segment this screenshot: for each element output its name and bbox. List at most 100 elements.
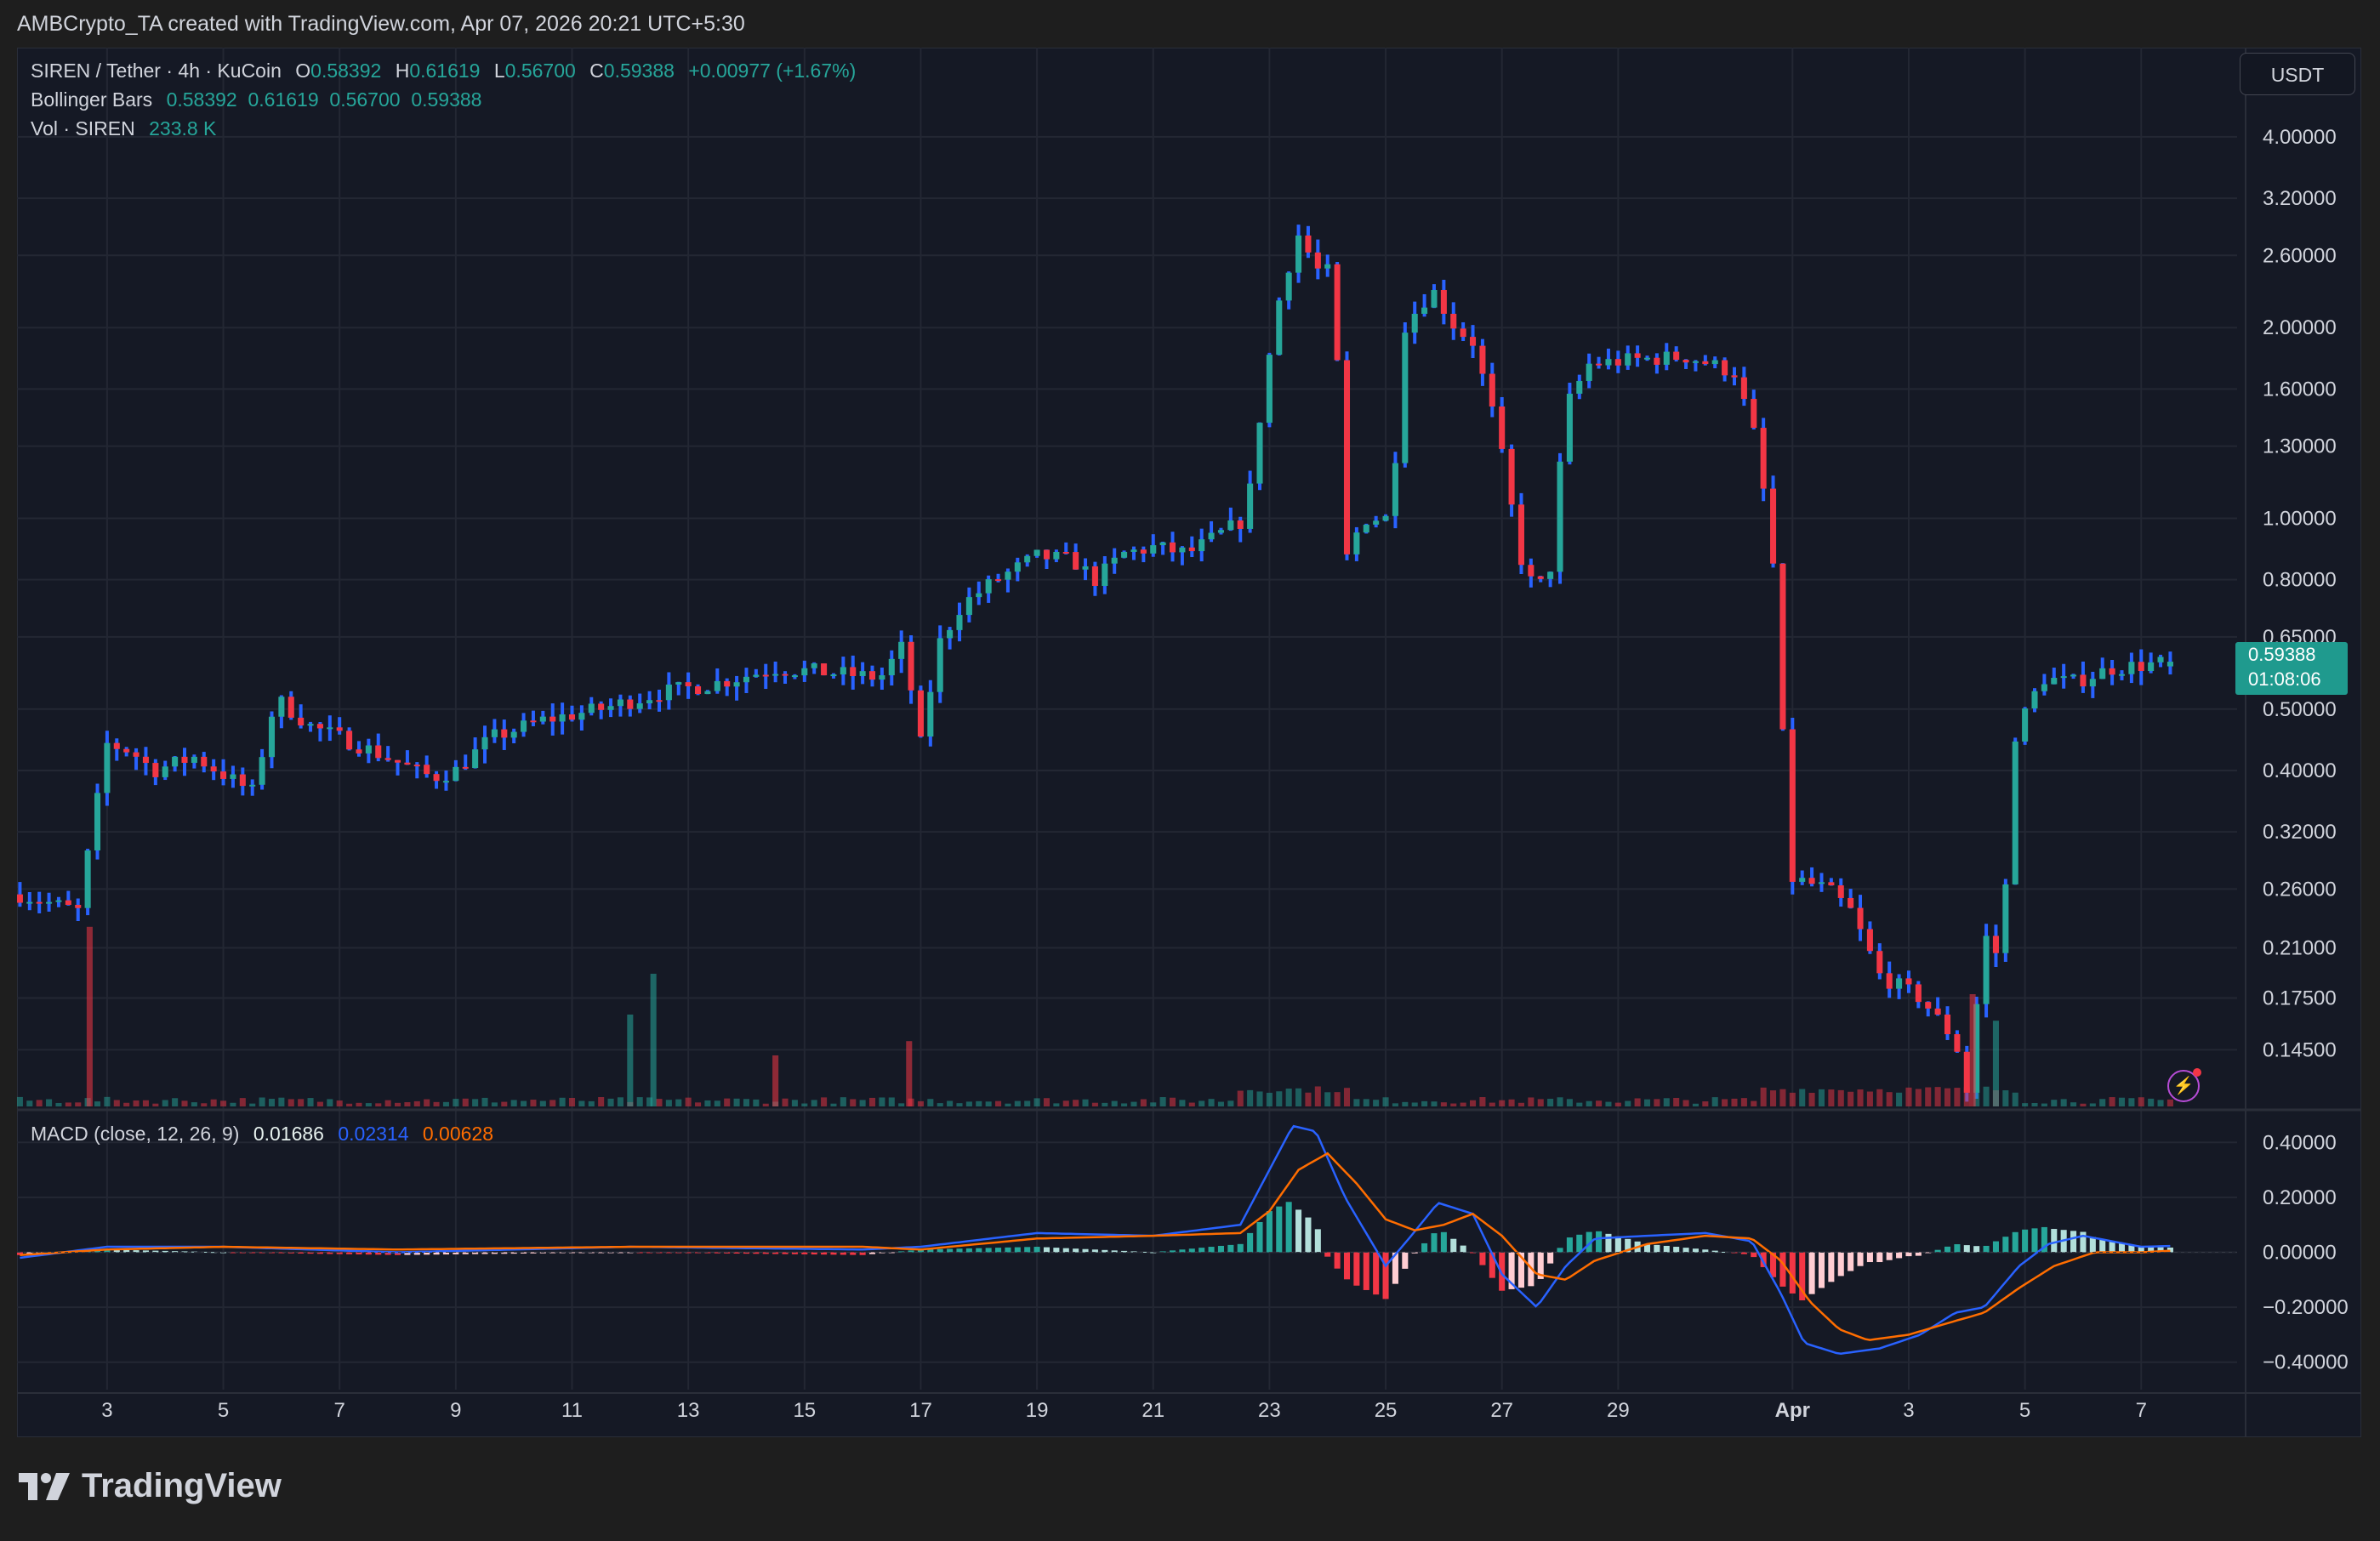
candle-body [1150,545,1157,554]
candle-body [501,729,508,738]
volume-bar [1702,1101,1709,1106]
volume-bar [46,1099,53,1106]
macd-histogram-bar [424,1252,430,1255]
volume-bar [1886,1092,1893,1106]
macd-histogram-bar [1024,1247,1031,1253]
candle-body [733,682,740,687]
volume-bar [1208,1099,1215,1106]
volume-bar [2051,1100,2058,1106]
candle-body [1440,289,1447,314]
volume-bar [375,1103,382,1106]
volume-bar [26,1100,33,1106]
volume-bar [539,1100,546,1106]
volume-bar [704,1100,711,1106]
volume-bar [965,1101,972,1106]
volume-bar [1828,1089,1835,1106]
macd-histogram-bar [1711,1250,1718,1253]
alert-bolt-icon[interactable]: ⚡ [2167,1068,2201,1102]
candle-body [1266,355,1273,424]
macd-histogram-bar [1992,1241,1999,1253]
volume-bar [65,1102,71,1106]
ohlc-change: +0.00977 (+1.67%) [688,60,857,82]
candle-body [850,667,857,676]
macd-histogram-bar [549,1252,556,1254]
volume-bar [2118,1097,2126,1106]
macd-histogram-bar [1654,1244,1660,1253]
volume-bar [1586,1100,1592,1106]
bollinger-values: 0.58392 0.61619 0.56700 0.59388 [166,88,482,111]
volume-bar [598,1097,605,1106]
candle-body [375,745,382,759]
volume-bar [249,1103,256,1106]
macd-histogram-bar [879,1252,885,1254]
macd-histogram-bar [917,1249,924,1253]
macd-histogram-bar [278,1252,285,1254]
macd-histogram-bar [1188,1248,1195,1253]
volume-bar [86,926,93,1106]
volume-bar [1431,1101,1438,1106]
candle-body [1062,551,1069,554]
macd-histogram-bar [1179,1249,1186,1253]
volume-bar [1450,1103,1457,1106]
macd-histogram-bar [2089,1237,2096,1253]
currency-button[interactable]: USDT [2240,53,2355,95]
price-axis-label: 0.32000 [2263,821,2337,844]
macd-histogram-bar [840,1252,846,1255]
volume-legend[interactable]: Vol · SIREN 233.8 K [31,117,225,140]
volume-bar [995,1100,1002,1106]
macd-histogram-bar [172,1251,179,1253]
candle-body [1324,264,1331,269]
candle-body [868,671,876,680]
price-axis-label: 0.21000 [2263,936,2337,959]
candle-body [1683,360,1689,363]
candle-body [801,668,808,676]
candle-body [2051,678,2058,685]
volume-bar [2089,1103,2096,1106]
volume-bar [17,1096,23,1106]
candle-body [1392,463,1398,516]
volume-bar [859,1100,866,1106]
candle-body [1470,337,1477,346]
volume-bar [404,1102,411,1106]
macd-legend[interactable]: MACD (close, 12, 26, 9) 0.01686 0.02314 … [31,1123,502,1146]
macd-histogram-bar [1508,1252,1515,1289]
time-axis-label: 25 [1375,1399,1398,1422]
candle-body [462,766,469,769]
volume-bar [1324,1092,1331,1106]
macd-histogram-bar [123,1249,130,1253]
volume-bar [2128,1098,2135,1106]
macd-hist-value: 0.01686 [253,1123,324,1145]
candle-body [230,774,236,779]
volume-bar [1014,1100,1021,1106]
symbol-title[interactable]: SIREN / Tether · 4h · KuCoin [31,60,282,82]
volume-bar [1121,1103,1128,1106]
macd-histogram-bar [714,1252,720,1254]
tradingview-logo[interactable]: TradingView [19,1467,282,1505]
bollinger-legend[interactable]: Bollinger Bars 0.58392 0.61619 0.56700 0… [31,88,490,111]
candle-body [36,901,43,904]
candle-body [1954,1034,1961,1052]
volume-bar [646,1097,653,1106]
volume-bar [462,1098,469,1106]
candle-body [1711,360,1718,365]
chart-canvas[interactable]: 4.00000 3.20000 2.60000 2.00000 1.60000 1.300… [17,48,2361,1437]
candle-body [704,691,711,695]
macd-histogram-bar [1683,1248,1689,1253]
macd-histogram-bar [1073,1248,1079,1253]
candle-body [1818,882,1825,884]
candle-body [1557,461,1563,572]
candle-body [142,756,149,764]
macd-histogram-bar [1276,1206,1283,1253]
ohlc-high: H0.61619 [395,60,481,82]
volume-bar [2099,1099,2106,1106]
time-axis-label: 9 [450,1399,461,1422]
macd-histogram-bar [685,1252,692,1254]
macd-histogram-bar [1643,1243,1651,1253]
volume-bar [278,1097,285,1106]
candle-body [123,748,130,753]
candle-body [879,675,885,680]
volume-bar [365,1103,372,1106]
candle-body [1528,565,1534,577]
volume-bar [1295,1088,1302,1106]
macd-histogram-bar [1848,1252,1854,1271]
